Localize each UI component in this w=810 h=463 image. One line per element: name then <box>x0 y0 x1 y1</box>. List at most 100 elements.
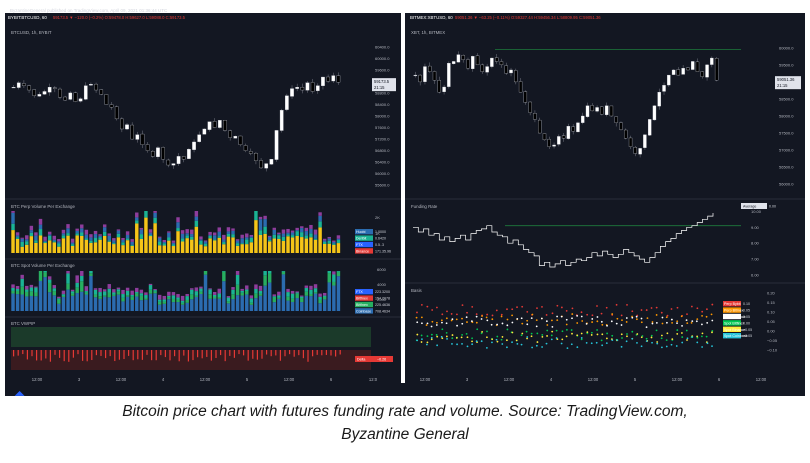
left-perp-bar <box>272 227 276 230</box>
right-price-candle <box>691 61 695 70</box>
left-price-candle <box>161 147 165 160</box>
right-basis-dot <box>526 319 529 322</box>
left-perp-bar <box>29 225 34 231</box>
left-perp-bar <box>107 240 111 242</box>
right-basis-dot <box>466 311 468 314</box>
left-spot-bar <box>272 302 276 311</box>
left-spot-bar <box>231 299 235 311</box>
left-spot-bar <box>52 295 56 311</box>
left-perp-bar <box>194 216 199 221</box>
left-perp-bar <box>277 235 281 240</box>
left-perp-bar <box>125 234 130 239</box>
left-perp-bar <box>226 231 231 234</box>
left-price-candle <box>300 87 305 91</box>
left-spot-bar <box>332 274 336 282</box>
left-perp-bar <box>121 242 125 246</box>
right-basis-dot <box>596 305 598 307</box>
left-perp-bar <box>313 238 318 240</box>
right-basis-y-tick: −0.05 <box>767 338 778 343</box>
right-basis-dot <box>581 320 584 322</box>
left-price-candle <box>336 75 341 83</box>
right-basis-dot <box>596 329 599 331</box>
left-perp-bar <box>295 235 299 253</box>
left-spot-bar <box>313 293 318 311</box>
right-basis-y-tick: 0.15 <box>767 300 776 305</box>
right-basis-dot <box>615 303 618 306</box>
left-perp-bar <box>102 231 107 236</box>
left-spot-bar <box>102 296 107 311</box>
left-spot-bar <box>235 274 240 285</box>
left-vwpip-bar <box>229 350 231 356</box>
right-basis-dot <box>606 332 609 335</box>
right-basis-dot <box>616 317 619 320</box>
right-basis-dot <box>601 323 604 326</box>
left-spot-bar <box>75 287 79 294</box>
left-perp-bar <box>332 241 336 244</box>
right-basis-dot <box>436 306 438 309</box>
left-spot-bar <box>199 294 203 311</box>
right-basis-dot <box>565 328 568 331</box>
right-basis-dot <box>681 332 683 334</box>
left-price-candle <box>187 149 191 159</box>
right-basis-dot <box>481 330 484 333</box>
left-vwpip-bar <box>132 350 134 361</box>
left-perp-bar <box>153 212 157 218</box>
left-perp-bar <box>47 240 52 253</box>
left-perp-bar <box>57 241 61 244</box>
right-x-tick: 4 <box>550 377 553 382</box>
left-price-candle <box>279 110 284 131</box>
right-basis-dot <box>490 323 493 326</box>
left-perp-bar <box>11 212 15 224</box>
right-basis-dot <box>485 346 488 349</box>
right-basis-dot <box>491 318 494 321</box>
left-price-candle <box>228 130 232 138</box>
left-vwpip-bar <box>238 350 240 355</box>
left-perp-bar <box>112 242 116 245</box>
left-perp-bar <box>231 230 235 235</box>
left-spot-bar <box>171 295 176 299</box>
right-price-candle <box>590 105 594 112</box>
left-price-candle <box>321 76 325 86</box>
left-spot-bar <box>281 274 286 311</box>
left-perp-bar <box>208 231 212 235</box>
left-spot-bar <box>139 293 144 296</box>
left-perp-bar <box>75 233 79 236</box>
left-spot-bar <box>89 273 93 276</box>
left-perp-bar <box>148 229 153 233</box>
left-spot-bar <box>249 302 254 305</box>
left-perp-bar <box>194 226 199 253</box>
left-perp-bar <box>304 238 309 253</box>
left-perp-bar <box>25 239 29 242</box>
right-basis-dot <box>456 324 458 327</box>
left-x-tick: 12:00 <box>284 377 295 382</box>
right-funding-y-tick: 9.00 <box>751 225 760 230</box>
left-perp-bar <box>98 235 102 238</box>
left-spot-bar <box>217 293 221 298</box>
left-perp-bar <box>116 237 121 253</box>
left-perp-bar <box>245 237 249 240</box>
left-price-candle <box>114 106 119 120</box>
right-last-price-box <box>775 76 801 90</box>
left-spot-bar <box>70 295 75 311</box>
right-basis-dot <box>461 342 463 345</box>
left-vwpip-bar <box>279 350 281 361</box>
left-perp-bar <box>148 234 153 237</box>
left-perp-bar <box>66 228 70 234</box>
right-basis-dot <box>526 323 529 326</box>
left-spot-bar <box>25 285 29 290</box>
left-spot-bar <box>304 295 309 311</box>
right-basis-dot <box>551 312 554 315</box>
left-vwpip-bar <box>77 350 79 355</box>
left-perp-legend-swatch <box>355 229 373 235</box>
left-perp-bar <box>176 222 180 229</box>
right-basis-dot <box>535 325 538 328</box>
right-price-candle <box>681 68 685 75</box>
right-basis-dot <box>590 334 593 336</box>
left-spot-bar <box>61 295 66 297</box>
left-perp-bar <box>322 242 327 244</box>
left-vwpip-bar <box>298 350 300 356</box>
right-basis-y-tick: 0.05 <box>767 319 776 324</box>
left-perp-bar <box>29 232 34 237</box>
right-basis-dot <box>546 329 549 332</box>
left-price-y-tick: 57600.0 <box>375 125 390 130</box>
